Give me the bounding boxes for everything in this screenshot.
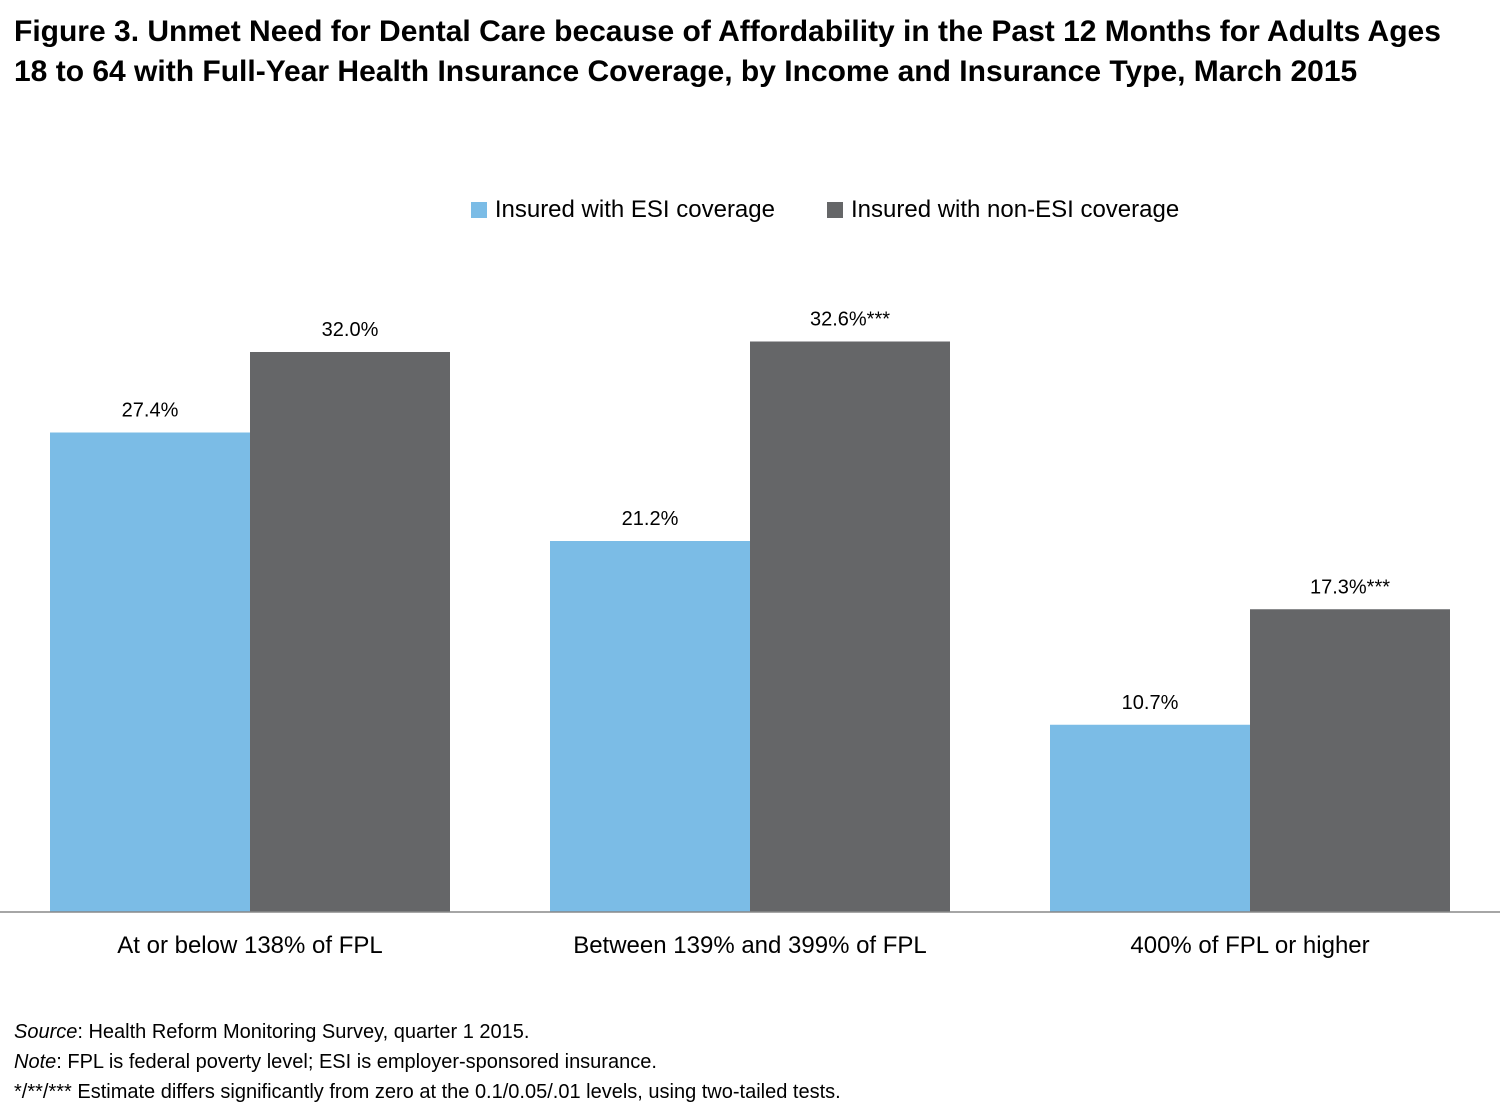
legend-item-non-esi: Insured with non-ESI coverage (826, 193, 1180, 227)
bar-chart: 27.4% 32.0% At or below 138% of FPL 21.2% 32… (0, 309, 1500, 959)
bar-esi-0 (50, 432, 250, 912)
data-label-non-esi-2: 17.3%*** (1310, 576, 1390, 598)
legend-swatch-non-esi (826, 202, 843, 218)
chart-title: Figure 3. Unmet Need for Dental Care bec… (14, 15, 1441, 88)
bar-esi-1 (550, 541, 750, 912)
legend-item-esi: Insured with ESI coverage (321, 193, 775, 227)
definition-note: Note: FPL is federal poverty level; ESI … (14, 1047, 1484, 1077)
bar-non-esi-1 (750, 341, 950, 912)
data-label-esi-1: 21.2% (622, 508, 679, 530)
bar-non-esi-2 (1250, 609, 1450, 912)
bar-non-esi-0 (250, 352, 450, 912)
bar-esi-2 (1050, 724, 1250, 912)
category-label-0: At or below 138% of FPL (117, 932, 382, 959)
source-label: Source (14, 1021, 78, 1043)
source-text: : Health Reform Monitoring Survey, quart… (77, 1021, 530, 1043)
data-label-esi-0: 27.4% (122, 400, 179, 422)
data-label-non-esi-1: 32.6%*** (810, 309, 890, 331)
data-label-non-esi-0: 32.0% (322, 319, 379, 341)
significance-note: */**/*** Estimate differs significantly … (14, 1081, 841, 1103)
source-note: Source: Health Reform Monitoring Survey,… (14, 1017, 1484, 1047)
legend: Insured with ESI coverage Insured with n… (0, 193, 1500, 227)
note-label: Note (14, 1051, 57, 1073)
chart-notes: Source: Health Reform Monitoring Survey,… (14, 1017, 1484, 1107)
legend-swatch-esi (470, 202, 487, 218)
data-label-esi-2: 10.7% (1122, 692, 1179, 714)
legend-label-non-esi: Insured with non-ESI coverage (850, 196, 1180, 223)
category-label-1: Between 139% and 399% of FPL (573, 932, 927, 959)
note-text: : FPL is federal poverty level; ESI is e… (56, 1051, 657, 1073)
legend-label-esi: Insured with ESI coverage (494, 196, 775, 223)
category-label-2: 400% of FPL or higher (1130, 932, 1369, 959)
